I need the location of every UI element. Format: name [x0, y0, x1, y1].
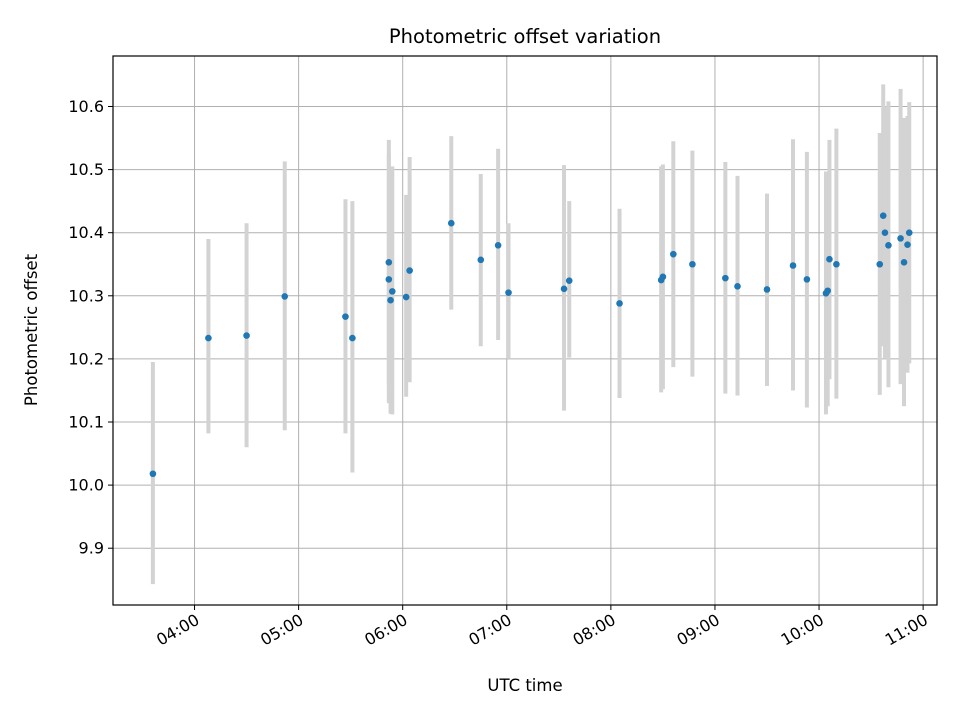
data-point: [565, 277, 573, 284]
y-axis-title: Photometric offset: [22, 253, 41, 406]
data-point: [388, 288, 396, 295]
data-point: [659, 273, 667, 281]
y-tick-label: 10.1: [68, 413, 104, 432]
data-point: [722, 274, 729, 282]
data-point: [281, 293, 289, 300]
data-point: [205, 334, 212, 342]
marker-layer: [149, 212, 913, 478]
data-point: [879, 212, 887, 219]
data-point: [826, 255, 833, 263]
grid-layer: [113, 56, 937, 605]
data-point: [763, 286, 771, 293]
data-point: [402, 293, 410, 301]
data-point: [833, 260, 840, 268]
data-point: [670, 250, 677, 258]
y-tick-label: 10.5: [68, 160, 104, 179]
data-point: [885, 242, 892, 249]
data-point: [349, 334, 356, 342]
data-point: [904, 241, 911, 248]
y-tick-label: 10.0: [68, 476, 104, 495]
data-point: [505, 289, 512, 296]
data-point: [385, 259, 393, 266]
data-point: [616, 300, 623, 307]
y-tick-label: 10.2: [68, 349, 104, 368]
data-point: [243, 332, 250, 339]
data-point: [905, 229, 913, 236]
x-axis-title: UTC time: [487, 676, 562, 695]
chart-title: Photometric offset variation: [389, 25, 661, 48]
data-point: [447, 219, 455, 227]
data-point: [897, 235, 904, 242]
data-point: [824, 287, 832, 295]
y-tick-label: 10.3: [68, 286, 104, 305]
data-point: [900, 259, 908, 266]
data-point: [494, 242, 502, 249]
data-point: [876, 260, 884, 268]
data-point: [342, 313, 349, 320]
y-tick-label: 10.4: [68, 223, 104, 242]
data-point: [477, 256, 485, 264]
data-point: [881, 229, 889, 236]
plot-frame: [112, 55, 938, 606]
data-point: [385, 276, 393, 283]
data-point: [789, 262, 797, 269]
data-point: [387, 296, 394, 304]
y-tick-label: 10.6: [68, 97, 104, 116]
data-point: [560, 285, 568, 293]
data-point: [689, 260, 696, 268]
data-point: [406, 267, 413, 274]
data-point: [149, 470, 157, 478]
data-point: [734, 283, 741, 290]
data-point: [803, 276, 811, 283]
y-tick-label: 9.9: [79, 539, 104, 558]
